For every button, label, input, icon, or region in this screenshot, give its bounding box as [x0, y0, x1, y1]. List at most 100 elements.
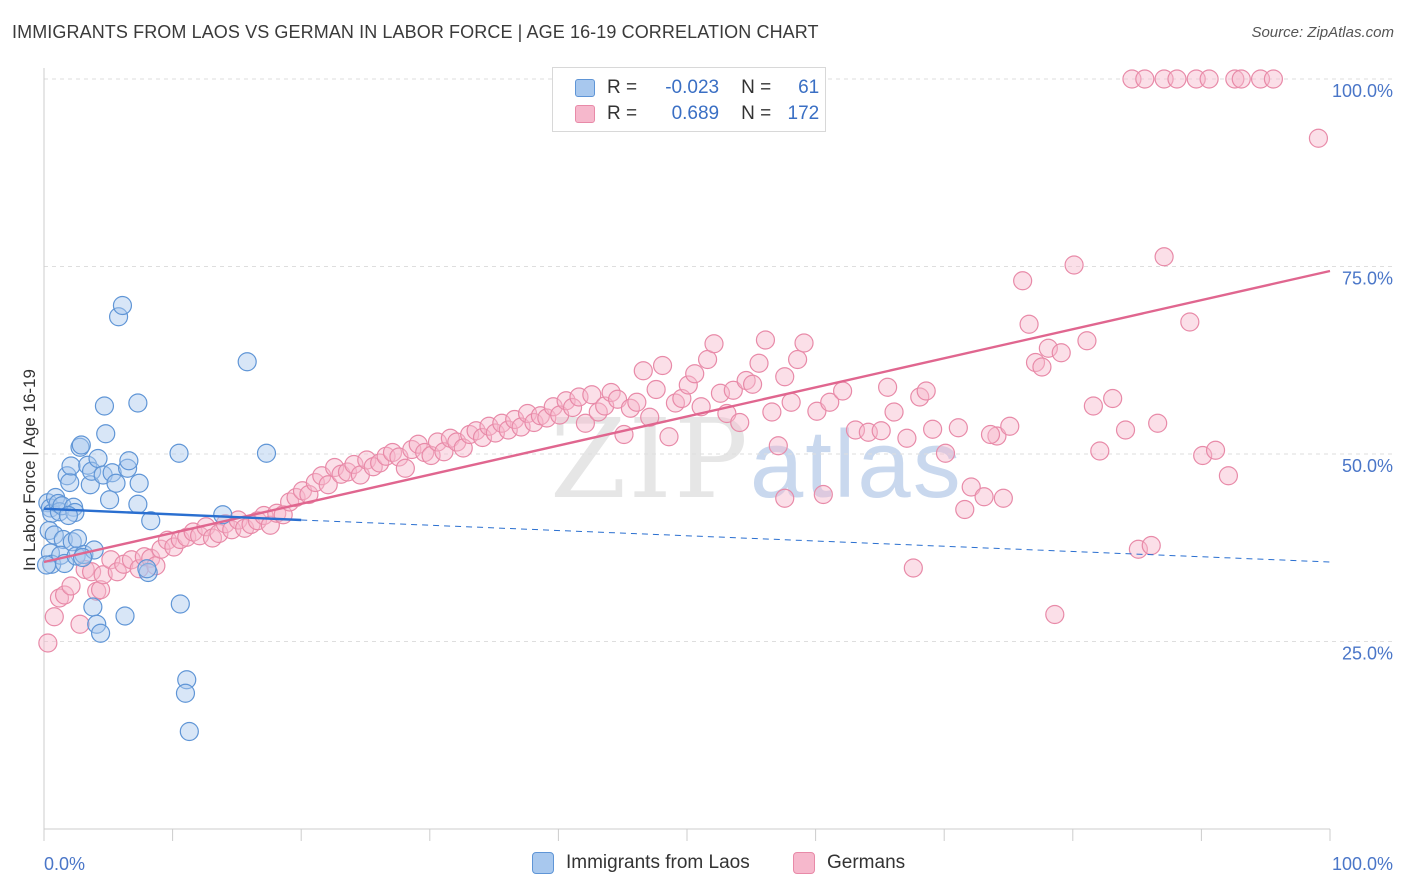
r-value-laos: -0.023	[665, 77, 720, 98]
point-laos	[112, 295, 133, 316]
point-germans	[730, 412, 750, 433]
point-germans	[627, 392, 647, 412]
point-germans	[70, 614, 90, 634]
point-germans	[1115, 420, 1136, 440]
y-tick-label: 50.0%	[1342, 456, 1393, 476]
trendline-laos	[43, 507, 302, 522]
point-germans	[1038, 338, 1058, 358]
point-germans	[1064, 255, 1084, 275]
point-germans	[749, 353, 769, 373]
point-germans	[260, 515, 280, 535]
point-laos	[36, 555, 57, 575]
point-germans	[1032, 357, 1052, 377]
point-laos	[170, 594, 190, 614]
point-germans	[209, 523, 229, 544]
point-germans	[1019, 314, 1039, 334]
watermark-zip: ZIP	[550, 395, 750, 523]
point-germans	[575, 413, 596, 433]
point-germans	[775, 488, 795, 508]
point-germans	[1083, 396, 1103, 416]
point-germans	[659, 427, 679, 447]
point-germans	[1128, 539, 1148, 559]
point-germans	[781, 392, 801, 412]
point-germans	[81, 562, 102, 582]
r-label: R =	[607, 103, 638, 124]
series-legend: Immigrants from Laos Germans	[0, 852, 1406, 878]
point-germans	[768, 436, 788, 456]
point-laos	[88, 448, 108, 469]
point-germans	[871, 421, 891, 441]
point-laos	[141, 511, 161, 531]
trendline-germans	[43, 269, 1331, 564]
point-germans	[878, 377, 898, 397]
point-laos	[60, 472, 80, 493]
point-germans	[1218, 466, 1239, 486]
point-germans	[897, 428, 917, 448]
point-laos	[169, 443, 189, 463]
point-laos	[71, 435, 91, 455]
y-tick-label: 25.0%	[1342, 644, 1393, 664]
point-germans	[987, 426, 1007, 446]
point-germans	[678, 375, 698, 395]
point-laos	[94, 396, 115, 416]
point-germans	[652, 355, 673, 376]
x-tick-label: 0.0%	[44, 854, 85, 874]
point-laos	[175, 683, 196, 703]
point-germans	[38, 633, 58, 653]
point-germans	[916, 381, 936, 401]
point-laos	[119, 451, 139, 471]
point-germans	[1135, 69, 1155, 89]
point-germans	[49, 588, 70, 608]
x-tick-label: 100.0%	[1332, 854, 1393, 874]
correlation-legend: R = -0.023 N = 61 R = 0.689 N = 172	[552, 67, 826, 132]
point-laos	[137, 559, 157, 579]
point-germans	[61, 576, 81, 596]
point-germans	[164, 537, 184, 557]
legend-item-germans: Germans	[793, 852, 905, 874]
point-germans	[1077, 331, 1097, 351]
point-germans	[90, 580, 111, 600]
point-germans	[1090, 441, 1110, 461]
point-germans	[318, 475, 338, 495]
n-label: N =	[741, 103, 772, 124]
legend-row-germans: R = 0.689 N = 172	[575, 102, 819, 126]
point-germans	[884, 402, 904, 422]
point-germans	[640, 407, 660, 427]
point-germans	[755, 330, 776, 350]
point-germans	[742, 374, 763, 394]
point-laos	[96, 424, 116, 444]
point-germans	[633, 361, 653, 381]
legend-swatch-laos	[575, 79, 595, 97]
point-germans	[1154, 247, 1174, 267]
point-laos	[44, 525, 64, 545]
point-germans	[1263, 69, 1284, 89]
point-germans	[472, 427, 493, 448]
watermark-atlas: atlas	[749, 411, 963, 518]
n-value-germans: 172	[787, 103, 820, 124]
point-germans	[1199, 69, 1219, 89]
point-laos	[102, 463, 122, 483]
n-value-laos: 61	[798, 77, 820, 98]
point-laos	[256, 443, 277, 463]
point-laos	[128, 393, 148, 413]
legend-label-laos: Immigrants from Laos	[566, 852, 750, 873]
legend-swatch-laos	[532, 852, 554, 874]
point-germans	[903, 558, 923, 578]
point-germans	[685, 364, 705, 384]
point-germans	[762, 402, 782, 422]
point-laos	[108, 307, 129, 327]
point-germans	[1231, 69, 1251, 89]
point-laos	[62, 532, 82, 552]
point-germans	[1013, 271, 1033, 291]
point-germans	[974, 487, 994, 507]
point-germans	[1000, 416, 1020, 436]
point-laos	[237, 352, 257, 372]
point-laos	[83, 597, 103, 617]
point-germans	[427, 432, 448, 452]
point-germans	[1141, 535, 1161, 556]
point-germans	[980, 424, 1001, 445]
point-germans	[813, 484, 833, 505]
point-germans	[247, 511, 268, 531]
point-germans	[1205, 440, 1226, 460]
